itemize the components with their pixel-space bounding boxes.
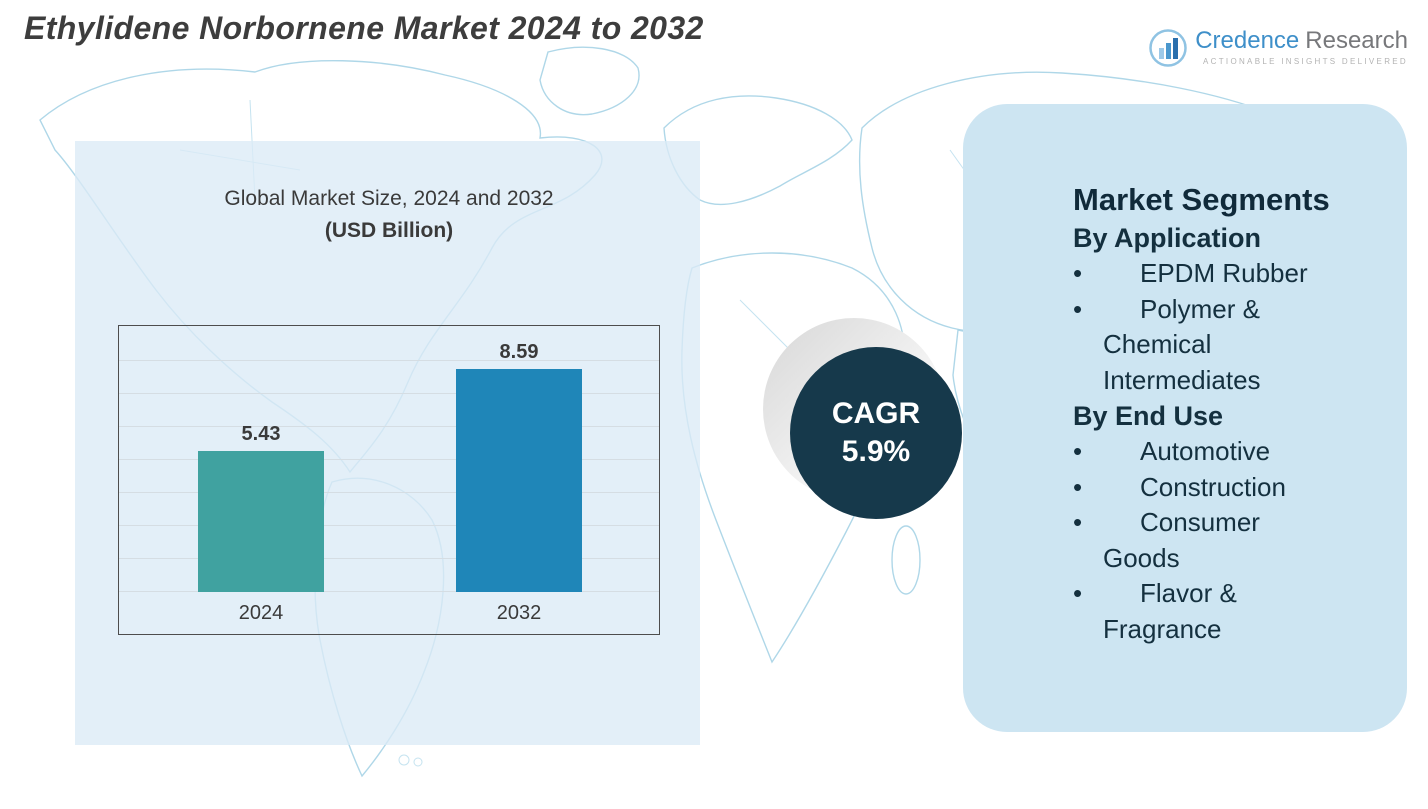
list-item-construction: Construction (1073, 470, 1318, 506)
bar-2032 (456, 369, 582, 592)
list-item-consumer-goods: Consumer Goods (1073, 505, 1318, 576)
list-item-epdm-rubber: EPDM Rubber (1073, 256, 1318, 292)
cagr-value: 5.9% (841, 435, 911, 468)
logo-brand-secondary: Research (1305, 27, 1408, 54)
bar-group-2032: 8.59 (456, 341, 582, 592)
logo-bar-chart-icon (1148, 28, 1188, 73)
bar-label-2032: 2032 (496, 602, 542, 624)
bar-chart: 5.43 8.59 2024 2032 (118, 325, 660, 635)
list-item-text: Consumer Goods (1103, 507, 1260, 573)
market-segments-panel: Market Segments By Application EPDM Rubb… (963, 104, 1407, 732)
cagr-badge-wrap: CAGR 5.9% (763, 318, 968, 523)
list-item-automotive: Automotive (1073, 434, 1318, 470)
logo-brand: Credence Research (1195, 28, 1408, 54)
list-item-flavor-fragrance: Flavor & Fragrance (1073, 576, 1318, 647)
chart-header: Global Market Size, 2024 and 2032 (USD B… (118, 183, 660, 247)
list-item-text: Construction (1140, 471, 1286, 502)
bar-group-2024: 5.43 (198, 423, 324, 592)
bar-value-2032: 8.59 (499, 341, 539, 363)
market-size-panel: Global Market Size, 2024 and 2032 (USD B… (75, 141, 700, 745)
segments-title: Market Segments (1073, 182, 1330, 217)
list-item-text: Automotive (1140, 436, 1271, 466)
cagr-label: CAGR (831, 397, 921, 430)
logo-brand-primary: Credence (1195, 27, 1300, 54)
end-use-list: Automotive Construction Consumer Goods F… (1073, 434, 1389, 647)
list-item-text: EPDM Rubber (1140, 258, 1308, 288)
segments-heading-application: By Application (1073, 223, 1262, 253)
logo-tagline: Actionable Insights Delivered (1203, 57, 1408, 66)
segments-heading-end-use: By End Use (1073, 401, 1224, 431)
chart-subtitle: (USD Billion) (324, 219, 454, 242)
cagr-badge: CAGR 5.9% (790, 347, 962, 519)
list-item-text: Polymer & Chemical Intermediates (1103, 293, 1261, 395)
credence-research-logo: Credence Research Actionable Insights Del… (1148, 28, 1408, 73)
list-item-text: Flavor & Fragrance (1103, 578, 1237, 644)
list-item-polymer-chemical-intermediates: Polymer & Chemical Intermediates (1073, 292, 1318, 399)
bar-2024 (198, 451, 324, 592)
page-title: Ethylidene Norbornene Market 2024 to 203… (24, 10, 704, 46)
chart-title: Global Market Size, 2024 and 2032 (224, 187, 554, 210)
bar-label-2024: 2024 (238, 602, 284, 624)
segments-content: Market Segments By Application EPDM Rubb… (963, 104, 1407, 647)
application-list: EPDM Rubber Polymer & Chemical Intermedi… (1073, 256, 1389, 398)
bar-value-2024: 5.43 (241, 423, 281, 445)
